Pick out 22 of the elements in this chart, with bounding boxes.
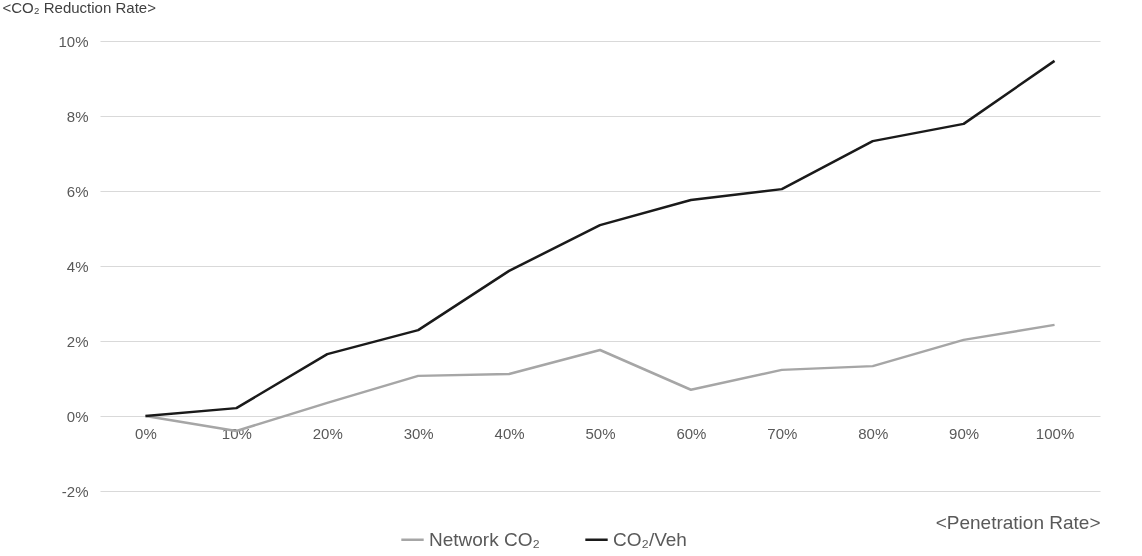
x-tick-label: 100% <box>1035 424 1075 442</box>
x-tick-label: 80% <box>858 424 889 442</box>
y-tick-label: 8% <box>66 107 89 125</box>
legend-label: Network CO₂ <box>429 528 540 550</box>
x-tick-label: 0% <box>135 424 157 442</box>
y-tick-label: 10% <box>58 32 89 50</box>
line-series <box>144 59 1056 418</box>
x-tick-label: 60% <box>676 424 707 442</box>
y-tick-label: -2% <box>61 482 89 500</box>
legend-label: CO₂/Veh <box>613 528 687 550</box>
y-tick-label: 4% <box>66 257 89 275</box>
y-axis-title: <CO₂ Reduction Rate> <box>2 0 157 16</box>
x-tick-label: 30% <box>403 424 434 442</box>
x-tick-label: 90% <box>949 424 980 442</box>
x-tick-label: 70% <box>767 424 798 442</box>
x-tick-label: 20% <box>312 424 343 442</box>
y-tick-label: 6% <box>66 182 89 200</box>
y-tick-label: 2% <box>66 332 89 350</box>
x-tick-label: 40% <box>494 424 525 442</box>
x-tick-label: 50% <box>585 424 616 442</box>
y-tick-label: 0% <box>66 407 89 425</box>
x-axis-title: <Penetration Rate> <box>935 511 1101 533</box>
